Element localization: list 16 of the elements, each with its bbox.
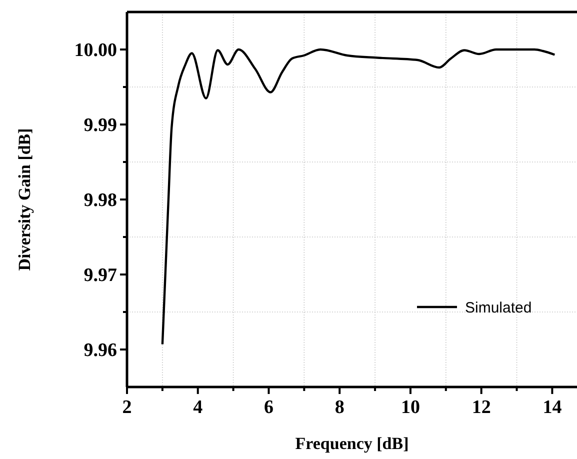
x-tick-label: 12 (472, 397, 491, 418)
y-tick-label: 9.96 (84, 340, 117, 362)
x-axis-title: Frequency [dB] (295, 434, 409, 453)
legend-label: Simulated (465, 299, 532, 316)
x-tick-label: 10 (400, 397, 420, 418)
y-tick-label: 10.00 (74, 40, 117, 62)
x-tick-label: 2 (122, 397, 132, 418)
x-tick-label: 6 (264, 397, 274, 418)
y-tick-label: 9.97 (84, 265, 118, 286)
x-tick-label: 14 (542, 397, 562, 418)
x-tick-label: 4 (193, 397, 204, 418)
line-series (161, 48, 556, 346)
y-axis-title: Diversity Gain [dB] (15, 128, 34, 271)
x-tick-label: 8 (334, 397, 344, 418)
y-tick-label: 9.99 (84, 115, 117, 136)
y-tick-label: 9.98 (84, 190, 117, 212)
